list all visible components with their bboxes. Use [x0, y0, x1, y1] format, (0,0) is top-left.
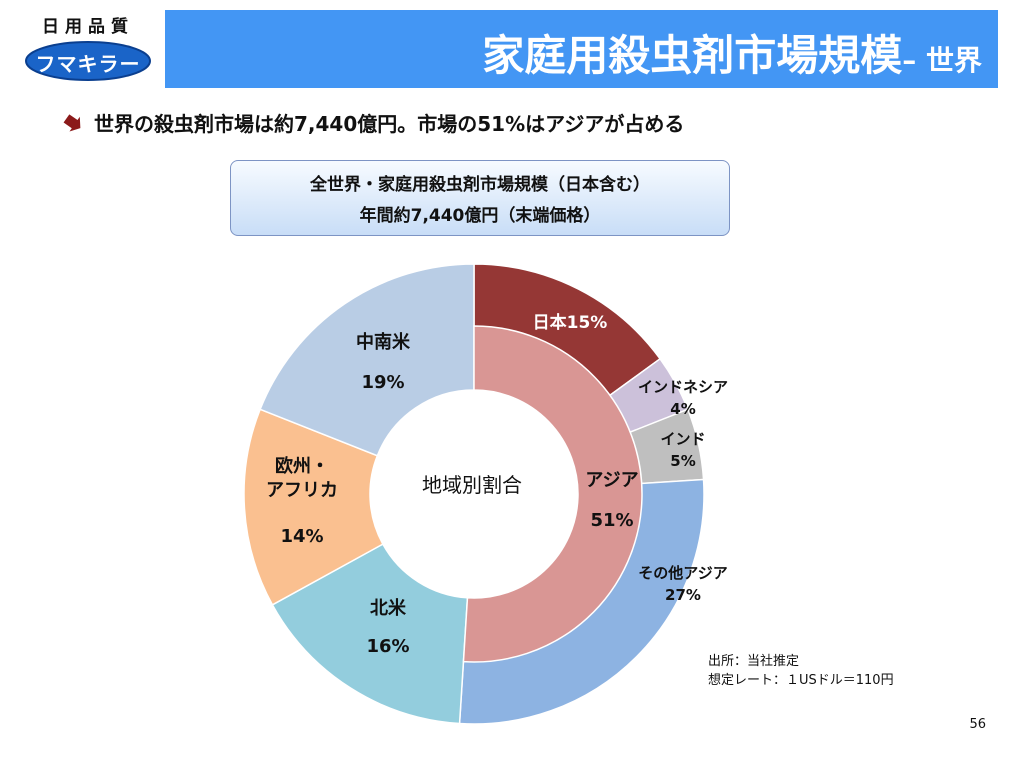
label-other-asia-value: 27%: [665, 586, 701, 604]
label-europe-africa-value: 14%: [280, 526, 323, 547]
logo-oval-icon: [25, 41, 151, 81]
source-note: 出所：当社推定 想定レート：１USドル＝110円: [708, 652, 894, 690]
logo-tagline: 日用品質: [42, 17, 134, 37]
summary-text: 世界の殺虫剤市場は約7,440億円。市場の51%はアジアが占める: [94, 112, 685, 136]
source-line: 出所：当社推定: [708, 654, 800, 669]
label-japan: 日本15%: [533, 312, 608, 333]
callout-value: 年間約7,440億円（末端価格）: [359, 206, 601, 226]
brand-logo: 日用品質 フマキラー: [24, 12, 152, 84]
label-north-america: 北米: [370, 597, 407, 619]
logo-brand-text: フマキラー: [35, 52, 141, 76]
label-india-value: 5%: [670, 452, 695, 470]
label-latin-america: 中南米: [356, 331, 411, 353]
donut-hole: [370, 390, 578, 598]
label-india: インド: [660, 430, 705, 448]
summary-bullet: 世界の殺虫剤市場は約7,440億円。市場の51%はアジアが占める: [62, 108, 684, 137]
page-title-sub: – 世界: [902, 44, 982, 77]
label-europe-africa-line2: アフリカ: [266, 480, 338, 501]
label-europe-africa-line1: 欧州・: [275, 455, 329, 477]
donut-center-label: 地域別割合: [422, 473, 522, 497]
label-indonesia: インドネシア: [638, 378, 728, 396]
page-title: 家庭用殺虫剤市場規模– 世界: [482, 22, 982, 83]
market-size-callout: 全世界・家庭用殺虫剤市場規模（日本含む） 年間約7,440億円（末端価格）: [230, 160, 730, 236]
label-latin-america-value: 19%: [361, 372, 404, 393]
page-number: 56: [969, 717, 986, 732]
label-other-asia: その他アジア: [638, 564, 727, 582]
title-banner: 家庭用殺虫剤市場規模– 世界: [165, 10, 998, 88]
exchange-rate-line: 想定レート：１USドル＝110円: [708, 673, 894, 688]
arrow-down-right-icon: [63, 113, 81, 132]
page-title-main: 家庭用殺虫剤市場規模: [482, 31, 903, 80]
label-indonesia-value: 4%: [670, 400, 695, 418]
callout-heading: 全世界・家庭用殺虫剤市場規模（日本含む）: [310, 175, 650, 195]
label-asia: アジア: [585, 470, 638, 491]
label-asia-value: 51%: [590, 510, 633, 531]
label-north-america-value: 16%: [366, 636, 409, 657]
